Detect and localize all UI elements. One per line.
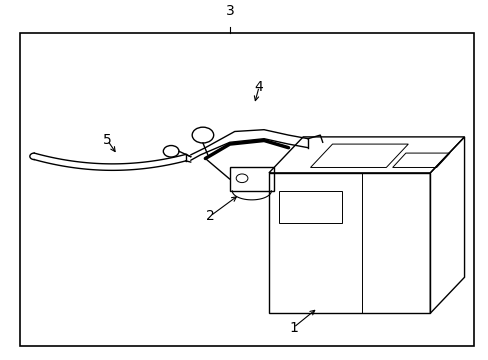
Bar xyxy=(278,191,342,223)
Text: 1: 1 xyxy=(288,321,297,334)
Text: 4: 4 xyxy=(254,80,263,94)
Text: 2: 2 xyxy=(205,209,214,223)
Text: 5: 5 xyxy=(103,134,112,148)
Text: 3: 3 xyxy=(225,4,234,18)
Bar xyxy=(20,32,473,346)
